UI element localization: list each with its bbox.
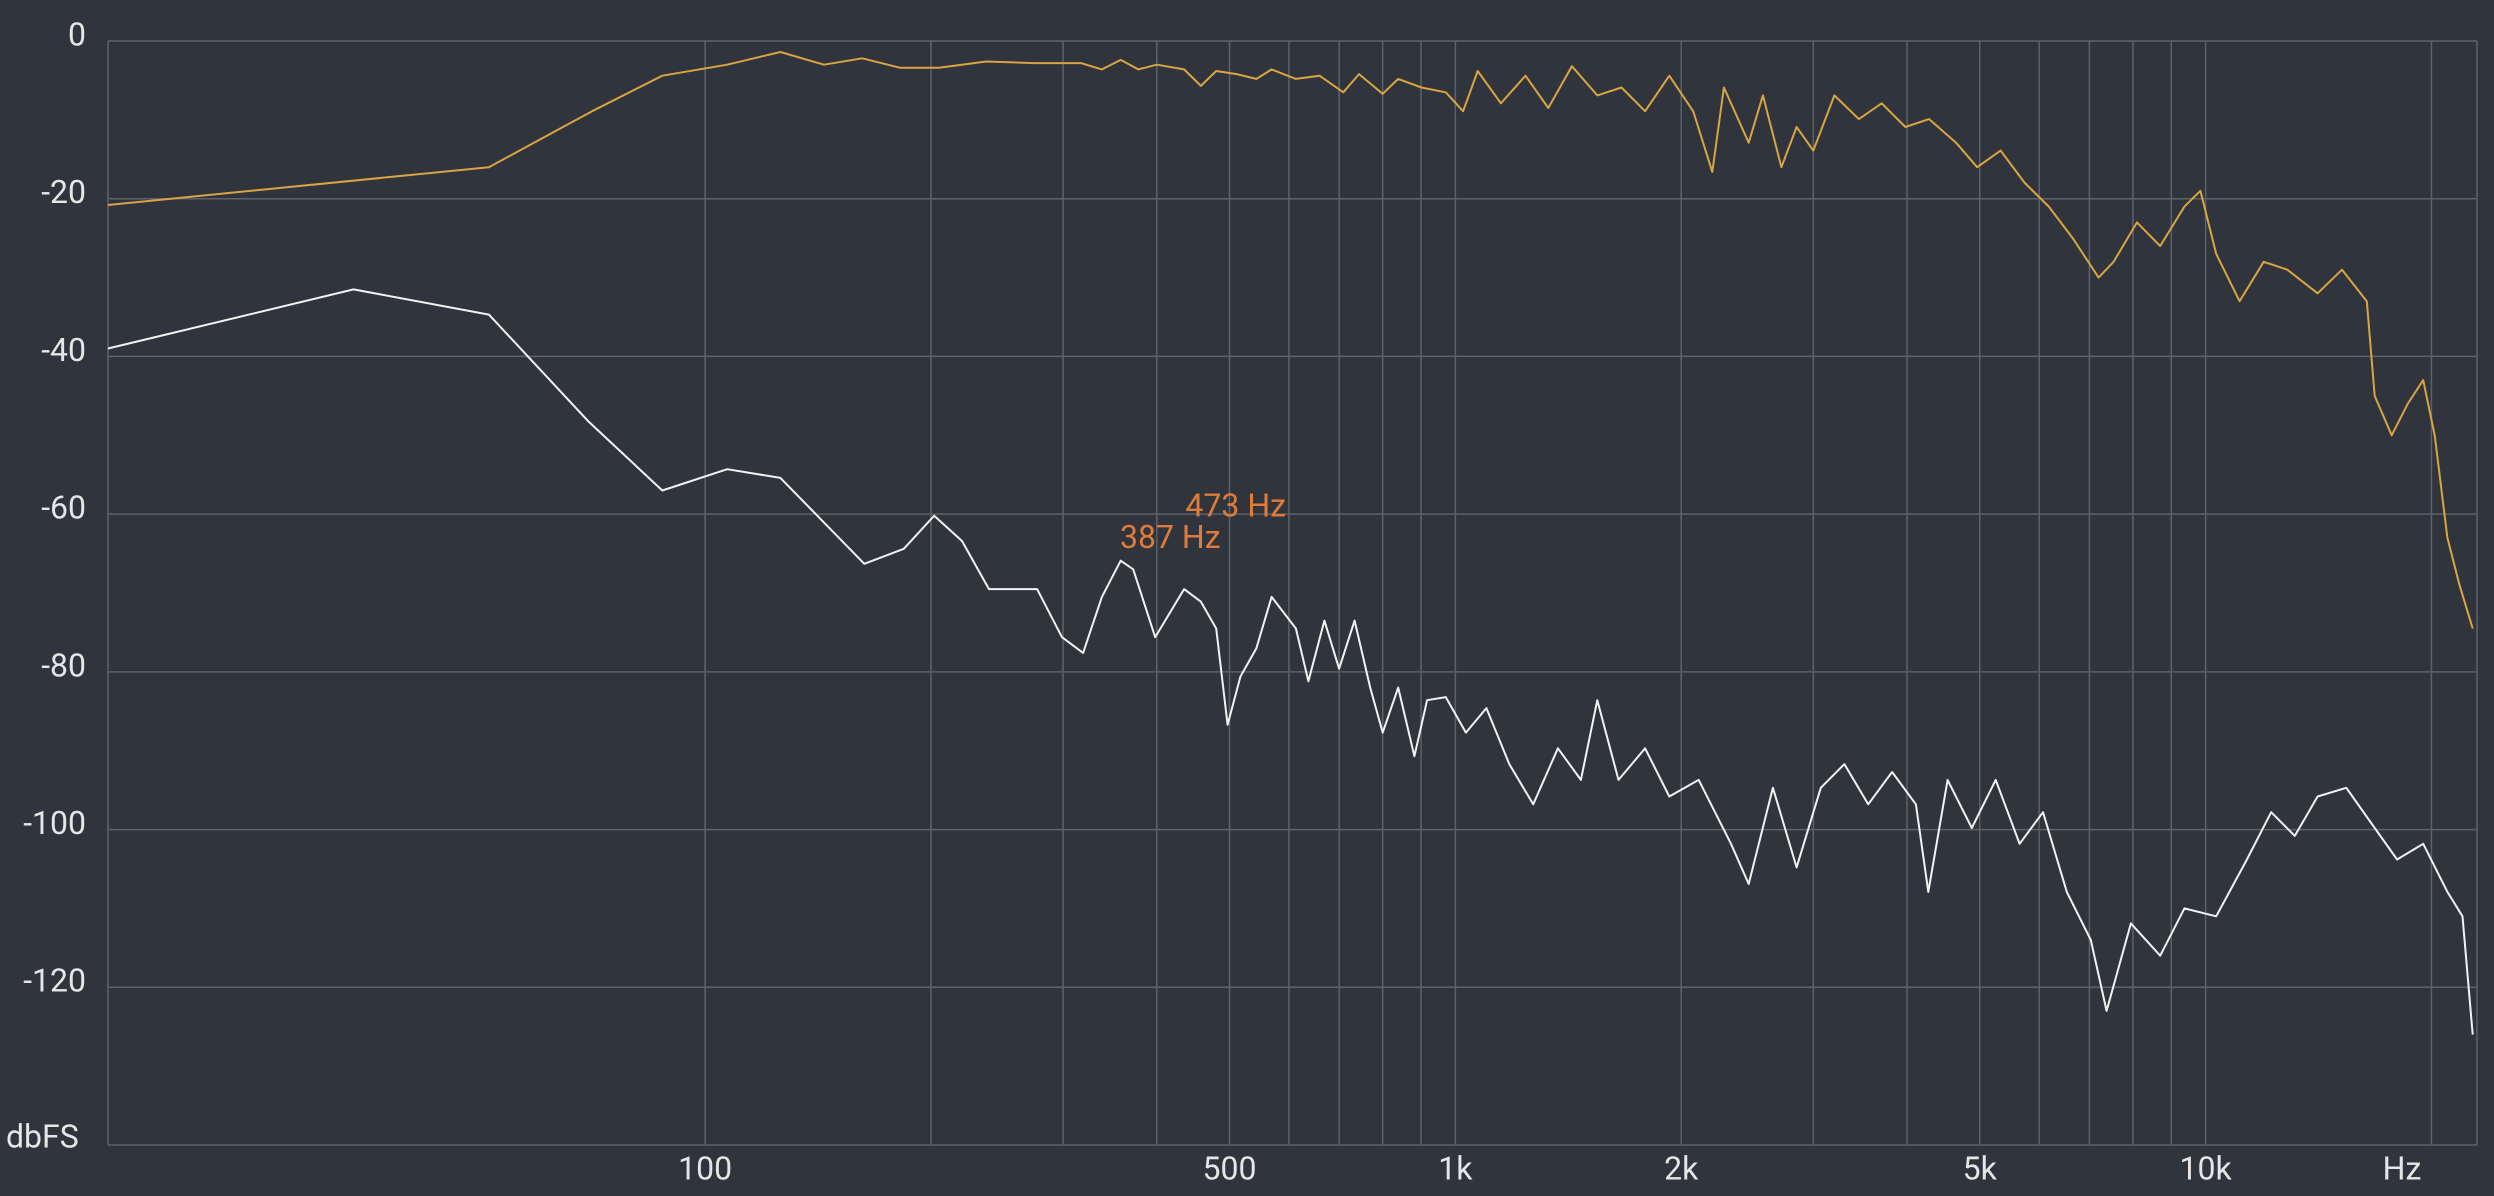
y-tick-label: -80 xyxy=(41,646,86,684)
spectrum-line xyxy=(107,288,2474,1035)
y-tick-label: -60 xyxy=(41,489,86,527)
x-tick-label: 100 xyxy=(678,1149,732,1187)
y-tick-label: -40 xyxy=(41,331,86,369)
x-tick-label: 10k xyxy=(2180,1149,2233,1187)
y-tick-label: -100 xyxy=(23,804,86,842)
x-tick-label: 1k xyxy=(1438,1149,1473,1187)
x-tick-label: 5k xyxy=(1963,1149,1998,1187)
peak-annotation: 473 Hz xyxy=(1185,486,1286,524)
spectrum-line xyxy=(107,51,2474,629)
y-tick-label: 0 xyxy=(68,15,86,53)
x-unit: Hz xyxy=(2383,1149,2422,1187)
x-tick-label: 500 xyxy=(1203,1149,1257,1187)
x-tick-label: 2k xyxy=(1664,1149,1699,1187)
y-tick-label: -20 xyxy=(41,173,86,211)
y-tick-label: -120 xyxy=(23,962,86,1000)
peak-annotation: 387 Hz xyxy=(1120,518,1221,556)
y-unit: dbFS xyxy=(6,1117,79,1155)
